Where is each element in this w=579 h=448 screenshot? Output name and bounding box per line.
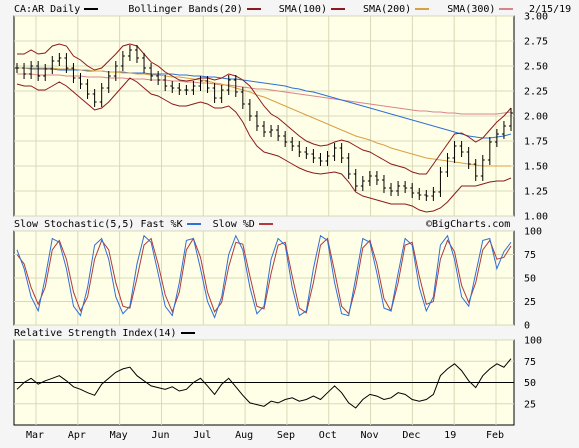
price-tick-label: 3.00 [524,12,548,23]
rsi-tick-label: 100 [524,336,542,347]
rsi-line [16,358,512,409]
price-swatch [84,8,99,10]
symbol-label: CA:AR Daily [14,4,81,15]
watermark: ©BigCharts.com [426,219,511,230]
x-tick-label: Aug [235,430,253,441]
x-tick-label: Apr [68,430,86,441]
rsi-swatch [180,332,195,334]
stochastic-tick-label: 25 [524,297,536,308]
x-tick-label: Jun [151,430,169,441]
price-tick-label: 2.00 [524,112,548,123]
bollinger-swatch [246,8,261,10]
x-tick-label: Mar [26,430,44,441]
x-tick-label: Sep [277,430,295,441]
rsi-tick-label: 50 [524,378,536,389]
x-tick-label: 19 [444,430,456,441]
stochastic-panel: 100 75 50 25 0 [13,227,542,332]
slow-d-swatch [258,223,273,225]
slow-d-label: Slow %D [212,219,255,230]
rsi-tick-label: 25 [524,399,536,410]
x-tick-label: Feb [486,430,504,441]
stochastic-tick-label: 50 [524,274,536,285]
price-tick-label: 1.75 [524,137,548,148]
price-panel: 3.00 2.75 2.50 2.25 2.00 1.75 1.50 1.25 1.00 [13,12,548,223]
fast-k-swatch [186,223,201,225]
rsi-legend: Relative Strength Index(14) [14,328,195,340]
stochastic-tick-label: 100 [524,227,542,238]
x-tick-label: May [110,430,128,441]
sma300-line [17,73,512,115]
fast-k-line [16,234,512,319]
sma300-swatch [499,8,514,10]
sma200-line [17,67,511,167]
stochastic-title: Slow Stochastic(5,5) [14,219,135,230]
x-tick-label: Jul [193,430,211,441]
sma100-swatch [330,8,345,10]
x-axis: Mar Apr May Jun Jul Aug Sep Oct Nov Dec 19 Feb [26,430,504,441]
price-tick-label: 2.75 [524,37,548,48]
rsi-tick-label: 75 [524,357,536,368]
bollinger-upper-line [17,43,512,175]
slow-d-line [16,237,512,315]
price-tick-label: 1.25 [524,187,548,198]
sma200-label: SMA(200) [363,4,412,15]
stochastic-tick-label: 75 [524,250,536,261]
sma300-label: SMA(300) [447,4,496,15]
price-tick-label: 1.50 [524,162,548,173]
price-tick-label: 1.00 [524,212,548,223]
x-tick-label: Dec [402,430,420,441]
date-label: 2/15/19 [529,4,572,15]
bollinger-label: Bollinger Bands(20) [128,4,243,15]
rsi-panel: 100 75 50 25 [13,336,542,426]
x-tick-label: Oct [319,430,337,441]
fast-k-label: Fast %K [140,219,183,230]
sma100-label: SMA(100) [278,4,327,15]
price-legend: CA:AR Daily Bollinger Bands(20) SMA(100)… [14,4,514,16]
stochastic-legend: Slow Stochastic(5,5) Fast %K Slow %D [14,219,273,231]
price-tick-label: 2.25 [524,87,548,98]
sma200-swatch [415,8,430,10]
rsi-title: Relative Strength Index(14) [14,328,177,339]
x-tick-label: Nov [361,430,379,441]
stochastic-tick-label: 0 [524,321,530,332]
price-tick-label: 2.50 [524,62,548,73]
bollinger-lower-line [16,77,512,213]
